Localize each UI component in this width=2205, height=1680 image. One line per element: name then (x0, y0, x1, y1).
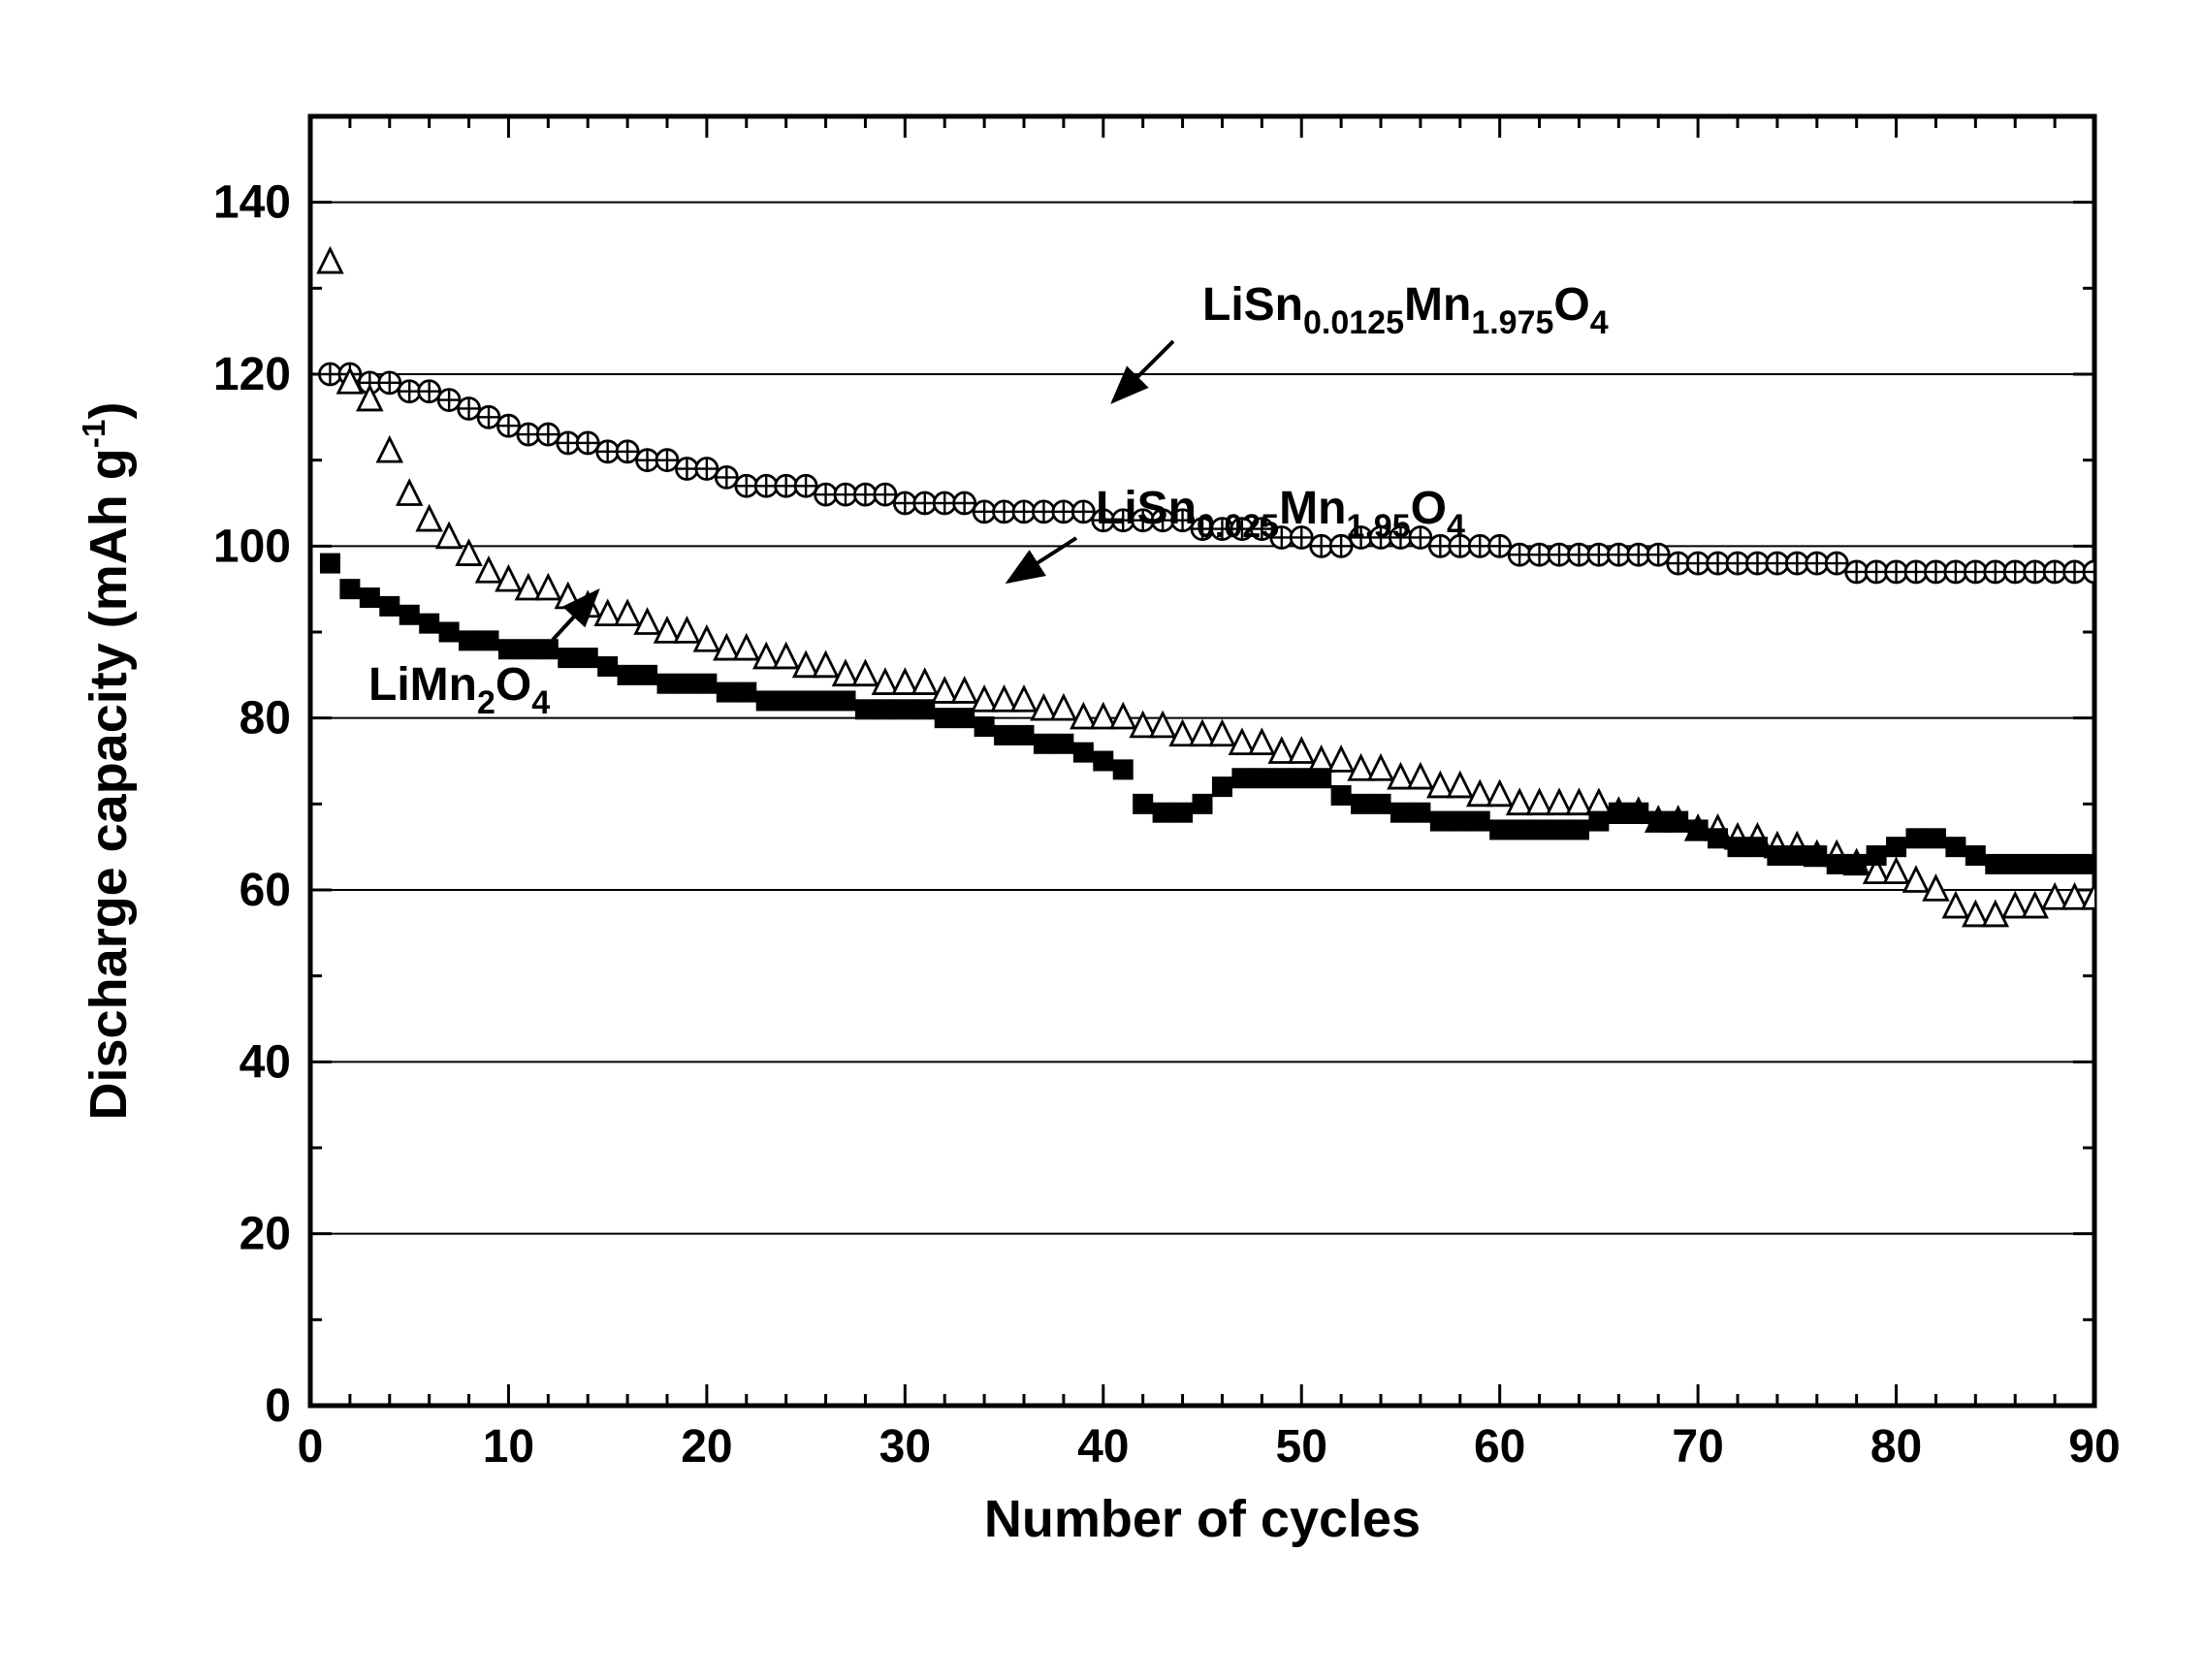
x-tick-label: 70 (1672, 1421, 1723, 1473)
y-tick-label: 20 (240, 1209, 291, 1260)
y-tick-label: 140 (213, 177, 291, 229)
x-tick-label: 80 (1870, 1421, 1922, 1473)
x-tick-label: 30 (879, 1421, 931, 1473)
x-tick-label: 50 (1276, 1421, 1327, 1473)
y-tick-label: 100 (213, 521, 291, 572)
x-axis-label: Number of cycles (984, 1490, 1421, 1548)
y-tick-label: 40 (240, 1036, 291, 1088)
annotation-arrow (1008, 538, 1076, 582)
annot-limn2o4: LiMn2O4 (368, 659, 550, 721)
annot-lisn00125: LiSn0.0125Mn1.975O4 (1202, 279, 1609, 341)
x-tick-label: 90 (2068, 1421, 2120, 1473)
x-tick-label: 60 (1474, 1421, 1525, 1473)
chart-container: 0 10 20 30 40 50 60 70 80 90 0 20 40 60 80 100 120 140 Num… (0, 0, 2205, 1680)
series-LiSn0.0125Mn1.975O4 (319, 364, 2105, 583)
y-axis-label: Discharge capacity (mAh g-1) (77, 402, 138, 1121)
y-tick-label: 0 (265, 1380, 291, 1432)
y-tick-label: 60 (240, 865, 291, 916)
series-LiSn0.025Mn1.95O4 (318, 249, 2106, 926)
x-tick-label: 40 (1077, 1421, 1129, 1473)
y-tick-label: 120 (213, 349, 291, 400)
x-tick-label: 10 (483, 1421, 534, 1473)
x-tick-label: 20 (681, 1421, 732, 1473)
y-tick-label: 80 (240, 693, 291, 745)
annotation-arrow (1113, 341, 1173, 401)
capacity-vs-cycles-chart: 0 10 20 30 40 50 60 70 80 90 0 20 40 60 80 100 120 140 Num… (0, 0, 2205, 1680)
x-tick-label: 0 (298, 1421, 324, 1473)
